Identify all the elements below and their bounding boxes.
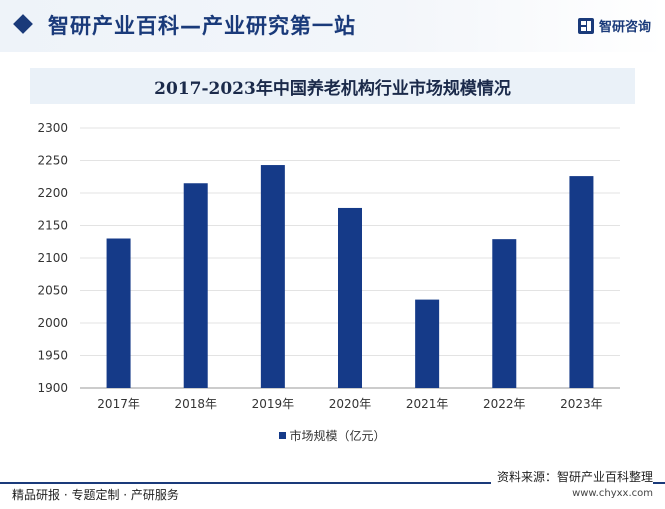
bar [106, 238, 131, 388]
brand[interactable]: 智研咨询 [577, 16, 651, 35]
x-tick-label: 2023年 [560, 397, 603, 411]
legend: 市场规模（亿元） [0, 426, 665, 444]
bar-chart: 1900 1950 2000 2050 2100 2150 2200 2250 2300 2017… [37, 121, 620, 411]
chart-title-bar: 2017-2023年中国养老机构行业市场规模情况 [30, 68, 635, 104]
legend-swatch [279, 431, 287, 439]
header-banner: 智研产业百科—产业研究第一站 智研咨询 [0, 0, 665, 52]
y-tick-label: 2300 [37, 121, 68, 135]
x-tick-label: 2019年 [252, 397, 295, 411]
bar [415, 299, 440, 388]
bar [492, 239, 517, 388]
y-tick-label: 2200 [37, 186, 68, 200]
bar [338, 207, 362, 388]
x-tick-label: 2017年 [97, 397, 140, 411]
x-tick-label: 2020年 [329, 397, 372, 411]
header-title: 智研产业百科—产业研究第一站 [48, 14, 356, 38]
brand-label: 智研咨询 [598, 20, 651, 35]
x-tick-label: 2018年 [174, 397, 217, 411]
x-tick-label: 2022年 [483, 397, 526, 411]
y-tick-label: 2250 [37, 154, 68, 168]
y-tick-label: 2000 [37, 316, 68, 330]
footer-source: 资料来源：智研产业百科整理 [490, 468, 653, 485]
y-tick-label: 2100 [37, 251, 68, 265]
y-tick-label: 2150 [37, 219, 68, 233]
y-tick-label: 2050 [37, 284, 68, 298]
y-tick-label: 1900 [37, 381, 68, 395]
footer-divider [0, 482, 665, 484]
zhiyan-logo-icon [577, 17, 594, 34]
bar [260, 165, 285, 388]
chart-title: 2017-2023年中国养老机构行业市场规模情况 [154, 78, 511, 99]
bar [183, 183, 208, 388]
footer-url[interactable]: www.chyxx.com [572, 488, 653, 499]
footer-tagline: 精品研报 · 专题定制 · 产研服务 [12, 488, 179, 502]
diamond-icon [13, 14, 33, 34]
y-tick-label: 1950 [37, 349, 68, 363]
bar [569, 176, 594, 388]
x-tick-label: 2021年 [406, 397, 449, 411]
legend-label: 市场规模（亿元） [289, 428, 386, 443]
